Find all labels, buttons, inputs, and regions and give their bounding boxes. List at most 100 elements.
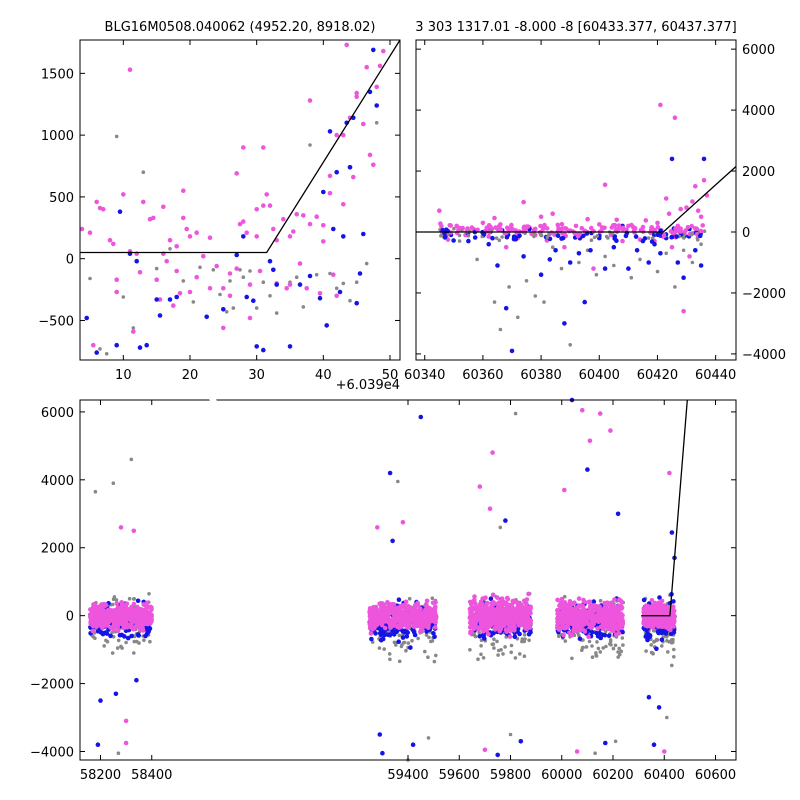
data-point-magenta xyxy=(327,190,333,196)
data-point-blue xyxy=(655,629,661,635)
data-point-blue xyxy=(646,694,652,700)
data-point-gray xyxy=(476,657,480,661)
data-point-gray xyxy=(432,659,437,664)
data-point-blue xyxy=(503,305,509,311)
data-point-magenta xyxy=(267,203,273,208)
data-point-gray xyxy=(587,639,592,644)
data-point-magenta xyxy=(403,599,409,605)
data-point-magenta xyxy=(581,597,586,603)
data-point-magenta xyxy=(570,601,575,607)
data-point-blue xyxy=(603,740,608,746)
data-point-magenta xyxy=(576,609,581,615)
data-point-magenta xyxy=(580,407,585,413)
data-point-gray xyxy=(606,236,610,240)
data-point-magenta xyxy=(284,286,290,291)
data-point-magenta xyxy=(614,217,619,223)
data-point-magenta xyxy=(475,227,480,233)
data-point-magenta xyxy=(123,718,129,724)
data-point-magenta xyxy=(264,192,270,197)
data-point-magenta xyxy=(368,608,374,613)
data-point-magenta xyxy=(670,230,676,236)
data-point-gray xyxy=(88,276,92,281)
top-left-frame xyxy=(79,39,401,361)
data-point-magenta xyxy=(247,282,253,287)
data-point-blue xyxy=(391,632,397,637)
data-point-magenta xyxy=(140,610,145,616)
data-point-blue xyxy=(135,632,141,637)
data-point-magenta xyxy=(354,94,360,100)
data-point-magenta xyxy=(410,613,415,618)
data-point-blue xyxy=(221,307,226,312)
data-point-gray xyxy=(664,634,669,639)
data-point-blue xyxy=(693,248,698,253)
data-point-blue xyxy=(509,348,515,354)
data-point-magenta xyxy=(148,621,153,626)
x-tick-label: 58400 xyxy=(131,768,172,783)
data-point-blue xyxy=(418,414,424,420)
data-point-magenta xyxy=(558,605,563,611)
data-point-gray xyxy=(689,232,694,237)
data-point-gray xyxy=(374,121,379,125)
data-point-gray xyxy=(404,648,408,653)
data-point-magenta xyxy=(129,621,134,627)
data-point-gray xyxy=(388,657,392,662)
data-point-magenta xyxy=(493,225,498,230)
x-tick-label: 60340 xyxy=(404,368,445,383)
data-point-magenta xyxy=(161,204,166,210)
data-point-blue xyxy=(146,629,151,634)
data-point-magenta xyxy=(95,615,101,620)
data-point-gray xyxy=(500,235,504,239)
data-point-magenta xyxy=(480,596,486,601)
data-point-blue xyxy=(591,599,597,604)
data-point-blue xyxy=(642,236,648,241)
x-tick-label: 59400 xyxy=(387,768,428,783)
data-point-magenta xyxy=(447,223,453,228)
data-point-magenta xyxy=(418,606,423,611)
data-point-magenta xyxy=(672,115,678,120)
data-point-magenta xyxy=(488,225,494,230)
data-point-gray xyxy=(621,643,625,647)
data-point-magenta xyxy=(591,266,596,271)
data-point-gray xyxy=(598,650,603,654)
data-point-magenta xyxy=(386,618,392,624)
data-point-blue xyxy=(451,238,456,243)
data-point-gray xyxy=(492,646,496,650)
data-point-magenta xyxy=(121,192,126,197)
data-point-gray xyxy=(616,650,620,654)
x-tick-label: 40 xyxy=(315,368,332,383)
data-point-magenta xyxy=(595,619,601,624)
data-point-magenta xyxy=(671,604,676,609)
data-point-magenta xyxy=(382,618,387,624)
data-point-gray xyxy=(539,233,544,238)
x-tick-label: 59600 xyxy=(439,768,480,783)
data-point-magenta xyxy=(602,225,607,231)
data-point-magenta xyxy=(669,244,675,250)
data-point-magenta xyxy=(612,623,618,629)
bottom-axis-break xyxy=(209,396,217,404)
data-point-magenta xyxy=(684,205,689,210)
data-point-magenta xyxy=(597,222,602,227)
data-point-gray xyxy=(238,268,242,272)
data-point-gray xyxy=(475,257,479,262)
data-point-magenta xyxy=(678,226,683,231)
data-point-magenta xyxy=(181,188,186,193)
data-point-blue xyxy=(244,294,249,300)
data-point-gray xyxy=(301,305,306,309)
data-point-blue xyxy=(641,597,647,603)
data-point-magenta xyxy=(656,609,662,615)
data-point-magenta xyxy=(221,286,226,291)
data-point-blue xyxy=(681,275,686,281)
data-point-blue xyxy=(241,234,246,239)
data-point-magenta xyxy=(701,177,707,183)
data-point-magenta xyxy=(354,90,360,96)
data-point-magenta xyxy=(693,184,698,189)
data-point-blue xyxy=(669,234,674,240)
top-left-ticks: 10 20 30 40 50 −500 0 500 1000 1500 xyxy=(38,40,400,383)
data-point-blue xyxy=(297,282,303,287)
data-point-gray xyxy=(410,638,414,643)
data-point-blue xyxy=(651,742,657,747)
data-point-blue xyxy=(317,295,323,301)
data-point-gray xyxy=(509,650,513,655)
data-point-magenta xyxy=(91,612,96,617)
data-point-gray xyxy=(516,315,520,320)
